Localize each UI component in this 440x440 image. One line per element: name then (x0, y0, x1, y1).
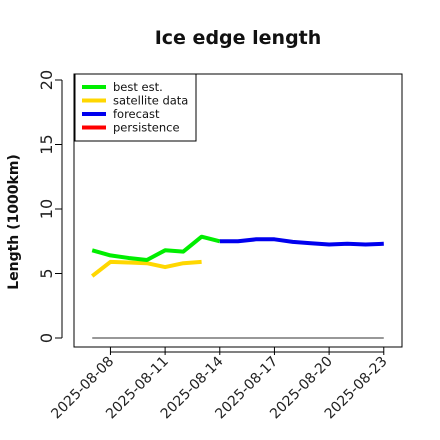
plot-area (73, 73, 403, 348)
x-axis: 2025-08-082025-08-112025-08-142025-08-17… (48, 347, 391, 422)
y-tick-label: 20 (37, 70, 56, 90)
legend-label: forecast (113, 107, 160, 121)
series-line-best-est (91, 234, 221, 262)
y-axis: 0 5 10 15 20 (37, 70, 63, 343)
chart-title: Ice edge length (155, 27, 322, 49)
legend-label: persistence (113, 121, 180, 135)
legend-label: satellite data (113, 94, 188, 108)
y-axis-label: Length (1000km) (6, 154, 22, 290)
series-layer (90, 234, 384, 278)
y-tick-label: 5 (37, 268, 56, 278)
legend: best est.satellite dataforecastpersisten… (74, 73, 197, 142)
series-line-satellite-data (90, 259, 202, 278)
series-line-forecast (219, 237, 384, 247)
y-tick-label: 10 (37, 199, 56, 219)
y-tick-label: 15 (37, 134, 56, 154)
legend-label: best est. (113, 80, 163, 94)
y-tick-label: 0 (37, 333, 56, 343)
